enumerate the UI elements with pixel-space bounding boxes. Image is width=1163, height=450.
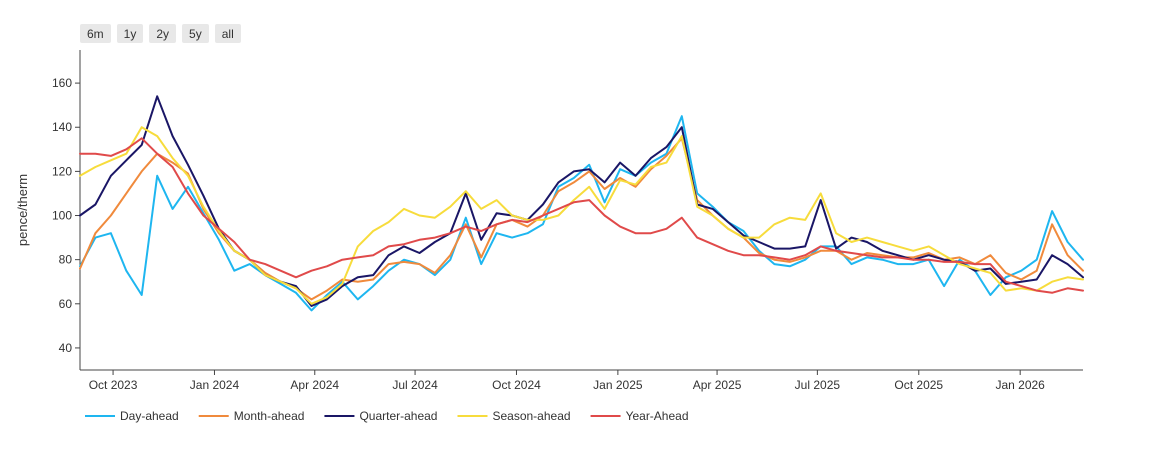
plot-area (79, 95, 1084, 312)
axes: 40 60 80 100 120 140 160 Oct 2023 Jan 2024 Apr 20… (15, 50, 1083, 392)
series-line-year-ahead[interactable] (79, 137, 1084, 294)
legend-item-quarter-ahead[interactable]: Quarter-ahead (324, 409, 437, 423)
x-tick-label: Jan 2026 (995, 378, 1045, 392)
legend-label: Year-Ahead (626, 409, 689, 423)
legend-label: Quarter-ahead (359, 409, 437, 423)
legend-item-season-ahead[interactable]: Season-ahead (457, 409, 571, 423)
legend-item-year-ahead[interactable]: Year-Ahead (590, 409, 689, 423)
legend-label: Month-ahead (234, 409, 305, 423)
x-tick-label: Oct 2023 (89, 378, 138, 392)
x-tick-label: Oct 2025 (894, 378, 943, 392)
legend-label: Day-ahead (120, 409, 179, 423)
legend-item-day-ahead[interactable]: Day-ahead (85, 409, 179, 423)
x-tick-label: Jan 2025 (593, 378, 643, 392)
y-tick-label: 40 (59, 341, 73, 355)
x-tick-label: Oct 2024 (492, 378, 541, 392)
x-tick-label: Apr 2024 (290, 378, 339, 392)
legend-item-month-ahead[interactable]: Month-ahead (198, 409, 305, 423)
range-button-5y[interactable]: 5y (182, 24, 209, 43)
x-tick-label: Apr 2025 (693, 378, 742, 392)
y-tick-label: 60 (59, 297, 73, 311)
x-tick-label: Jul 2025 (795, 378, 841, 392)
series-line-day-ahead[interactable] (79, 115, 1084, 312)
x-tick-label: Jan 2024 (190, 378, 240, 392)
series-line-season-ahead[interactable] (79, 126, 1084, 305)
range-button-6m[interactable]: 6m (80, 24, 111, 43)
range-button-all[interactable]: all (214, 24, 241, 43)
y-tick-label: 120 (52, 164, 72, 178)
y-tick-label: 140 (52, 120, 72, 134)
series-line-month-ahead[interactable] (79, 137, 1084, 301)
range-button-1y[interactable]: 1y (116, 24, 144, 43)
x-tick-label: Jul 2024 (392, 378, 438, 392)
range-selector: 6m 1y 2y 5y all (80, 24, 241, 43)
legend[interactable]: Day-ahead Month-ahead Quarter-ahead Season-… (85, 409, 689, 423)
y-axis-title: pence/therm (15, 174, 30, 246)
y-tick-label: 100 (52, 209, 72, 223)
range-button-2y[interactable]: 2y (149, 24, 177, 43)
y-tick-label: 160 (52, 76, 72, 90)
legend-label: Season-ahead (492, 409, 570, 423)
y-tick-label: 80 (59, 253, 73, 267)
